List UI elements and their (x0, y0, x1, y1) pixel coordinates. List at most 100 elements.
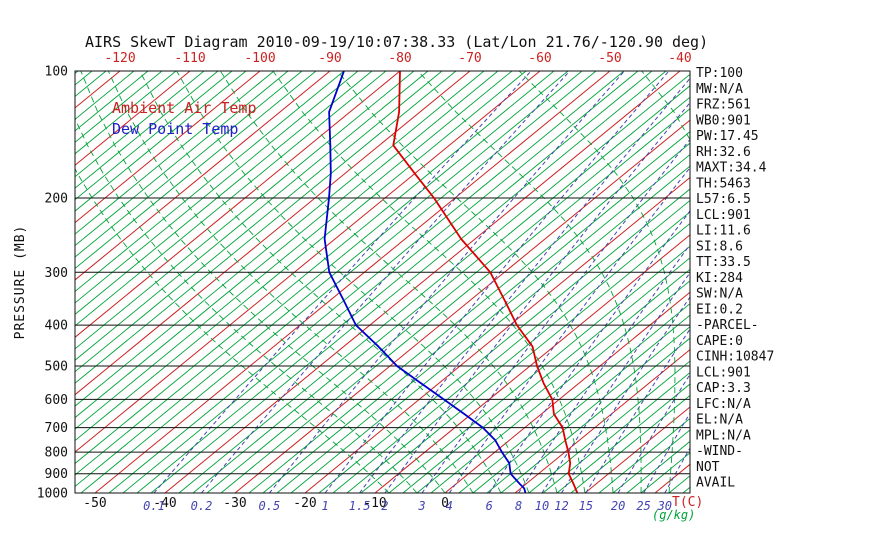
isotherm-minor-line (220, 108, 690, 493)
isotherm-minor-line (0, 71, 8, 493)
mixing-ratio-label: 10 (535, 499, 549, 513)
isotherm-minor-line (430, 280, 690, 493)
top-isotherm-label: -50 (598, 51, 621, 66)
stat-line: AVAIL (696, 476, 735, 491)
top-isotherm-label: -70 (458, 51, 481, 66)
isotherm-minor-line (556, 383, 690, 493)
chart-title: AIRS SkewT Diagram 2010-09-19/10:07:38.3… (85, 33, 708, 51)
stat-line: L57:6.5 (696, 192, 751, 207)
isotherm-minor-line (528, 360, 690, 493)
bottom-temp-label: -20 (293, 496, 316, 511)
mixing-ratio-line (201, 71, 571, 493)
mixing-ratio-line (384, 101, 690, 493)
mixing-ratio-line (269, 71, 625, 493)
top-isotherm-label: -120 (104, 51, 135, 66)
moist-adiabat-line (337, 71, 614, 493)
grid-layer (0, 71, 690, 493)
isotherm-major-line (164, 71, 681, 493)
mixing-ratio-label: 6 (486, 499, 493, 513)
pressure-axis-label: PRESSURE (MB) (13, 225, 28, 340)
mixing-ratio-label: 0.5 (259, 499, 281, 513)
isotherm-minor-line (388, 245, 690, 493)
isotherm-minor-line (318, 188, 690, 493)
temp-axis-unit-label: T(C) (672, 495, 703, 510)
moist-adiabat-line (417, 71, 642, 493)
pressure-tick-label: 100 (45, 65, 68, 80)
stats-panel: TP:100MW:N/AFRZ:561WB0:901PW:17.45RH:32.… (696, 66, 774, 491)
isotherm-major-line (584, 406, 690, 493)
isotherm-minor-line (75, 71, 163, 143)
stat-line: LFC:N/A (696, 397, 751, 412)
mixing-ratio-label: 15 (579, 499, 593, 513)
moist-adiabat-line (75, 117, 418, 493)
isotherm-minor-line (75, 71, 457, 384)
isotherm-minor-line (416, 268, 690, 493)
isotherm-minor-line (542, 371, 690, 493)
stat-line: TP:100 (696, 66, 743, 81)
isotherm-minor-line (500, 337, 690, 493)
stat-line: LI:11.6 (696, 224, 751, 239)
isotherm-minor-line (248, 131, 690, 493)
top-isotherm-label: -110 (174, 51, 205, 66)
isotherm-minor-line (108, 71, 625, 493)
isotherm-major-line (75, 71, 401, 338)
top-isotherm-label: -100 (244, 51, 275, 66)
isotherm-minor-line (75, 71, 219, 189)
stat-line: PW:17.45 (696, 129, 759, 144)
mixing-ratio-label: 25 (636, 499, 650, 513)
isotherm-major-line (75, 71, 471, 396)
isotherm-minor-line (75, 71, 233, 201)
stat-line: CINH:10847 (696, 350, 774, 365)
stat-line: RH:32.6 (696, 145, 751, 160)
moist-adiabat-line (220, 71, 558, 493)
isotherm-minor-line (75, 71, 583, 488)
isotherm-minor-line (276, 153, 690, 493)
bottom-temp-label: -50 (83, 496, 106, 511)
isotherm-major-line (514, 348, 690, 493)
isotherm-minor-line (192, 85, 690, 493)
mixing-ratio-line (421, 138, 690, 493)
isotherm-minor-line (75, 71, 247, 212)
pressure-tick-label: 200 (45, 192, 68, 207)
mixing-ratio-line (324, 71, 670, 493)
pressure-tick-label: 1000 (37, 487, 68, 502)
top-isotherm-label: -40 (668, 51, 691, 66)
stat-line: -WIND- (696, 444, 743, 459)
stat-line: EL:N/A (696, 413, 743, 428)
stat-line: MPL:N/A (696, 428, 751, 443)
pressure-tick-label: 400 (45, 319, 68, 334)
isotherm-minor-line (136, 71, 653, 493)
isotherm-minor-line (598, 417, 690, 493)
isotherm-minor-line (75, 71, 555, 465)
isotherm-minor-line (75, 71, 513, 430)
stat-line: NOT (696, 460, 720, 475)
bottom-temp-label: -30 (223, 496, 246, 511)
legend-dew-point-temp: Dew Point Temp (112, 120, 238, 138)
plot-border (74, 70, 691, 494)
isotherm-minor-line (75, 71, 303, 258)
isotherm-minor-line (402, 257, 690, 493)
pressure-tick-label: 700 (45, 421, 68, 436)
isotherm-minor-line (360, 222, 690, 493)
isotherm-minor-line (75, 71, 359, 304)
top-isotherm-label: -90 (318, 51, 341, 66)
isotherm-minor-line (75, 71, 485, 407)
profiles-layer (323, 71, 579, 493)
moist-adiabat-line (518, 71, 676, 493)
isotherm-minor-line (75, 71, 205, 178)
pressure-tick-label: 800 (45, 446, 68, 461)
stat-line: -PARCEL- (696, 318, 759, 333)
mixing-ratio-label: 2 (381, 499, 388, 513)
mixing-ratio-label: 3 (417, 499, 425, 513)
mixing-ratio-label: 20 (611, 499, 625, 513)
isotherm-minor-line (346, 211, 690, 493)
isotherm-minor-line (75, 71, 275, 235)
stat-line: TT:33.5 (696, 255, 751, 270)
mixing-ratio-label: 1 (321, 499, 328, 513)
mixing-ratio-label: 1.5 (349, 499, 371, 513)
moist-adiabat-line (107, 71, 474, 493)
pressure-tick-label: 300 (45, 266, 68, 281)
isotherm-major-line (75, 71, 191, 166)
